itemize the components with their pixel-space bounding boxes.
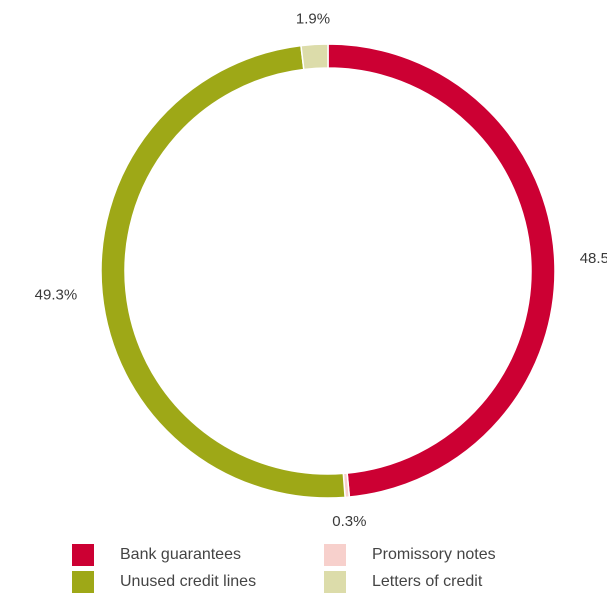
legend-item-promissory-notes: Promissory notes (324, 544, 496, 566)
legend-swatch-letters-of-credit (324, 571, 346, 593)
value-label-bank-guarantees: 48.5% (580, 250, 607, 267)
legend-swatch-unused-credit-lines (72, 571, 94, 593)
legend-item-bank-guarantees: Bank guarantees (72, 544, 241, 566)
legend-item-unused-credit-lines: Unused credit lines (72, 571, 256, 593)
value-label-letters-of-credit: 1.9% (296, 10, 330, 27)
slice-bank-guarantees (327, 43, 556, 498)
slice-unused-credit-lines (100, 44, 346, 499)
legend-item-letters-of-credit: Letters of credit (324, 571, 482, 593)
legend-label-promissory-notes: Promissory notes (372, 546, 496, 563)
legend-label-bank-guarantees: Bank guarantees (120, 546, 241, 563)
value-label-unused-credit-lines: 49.3% (35, 286, 78, 303)
legend-label-letters-of-credit: Letters of credit (372, 573, 483, 590)
slice-labels: 48.5% 0.3% 49.3% 1.9% (35, 10, 607, 530)
value-label-promissory-notes: 0.3% (332, 513, 366, 530)
legend-swatch-bank-guarantees (72, 544, 94, 566)
donut-slices (100, 43, 556, 499)
legend-swatch-promissory-notes (324, 544, 346, 566)
legend-label-unused-credit-lines: Unused credit lines (120, 573, 257, 590)
slice-letters-of-credit (300, 43, 329, 71)
